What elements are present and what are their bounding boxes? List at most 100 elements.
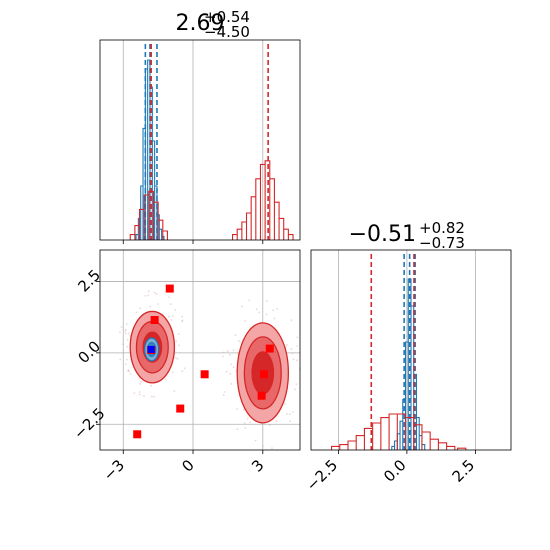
sample-point <box>171 371 174 374</box>
sample-point <box>226 350 229 353</box>
sample-point <box>295 383 298 386</box>
sample-point <box>244 320 246 322</box>
sample-point <box>175 340 178 343</box>
hist-bin <box>348 441 356 450</box>
sample-point <box>288 420 291 423</box>
hist-p0-title: 2.69 <box>176 11 225 36</box>
hist-p1-title-upper: +0.82 <box>419 219 465 237</box>
hist-p0-title-upper: +0.54 <box>204 8 250 26</box>
hist-bin <box>389 414 397 450</box>
sample-point <box>170 319 173 321</box>
sample-point <box>181 319 184 322</box>
sample-point <box>120 326 123 328</box>
sample-point <box>177 333 180 335</box>
sample-point <box>183 367 186 370</box>
sample-point <box>150 384 153 387</box>
hist-bin <box>242 222 247 240</box>
sample-point <box>288 413 291 416</box>
hist-bin <box>233 235 238 240</box>
hist-bin <box>130 235 135 240</box>
sample-point <box>236 408 238 410</box>
sample-point <box>167 315 170 318</box>
sample-point <box>143 395 145 397</box>
contour-xtick-label: 0 <box>178 456 197 475</box>
sample-point <box>291 410 294 413</box>
hist-p1-title-value: −0.51 <box>349 222 416 247</box>
contour-xtick-label: −3 <box>100 456 128 484</box>
sample-point <box>149 305 151 308</box>
marker-point <box>165 284 174 293</box>
hist-bin <box>397 414 405 450</box>
sample-point <box>221 355 224 358</box>
sample-point <box>121 343 124 346</box>
sample-point <box>168 296 171 299</box>
sample-point <box>124 328 127 331</box>
hist-p1-title-lower: −0.73 <box>419 234 465 252</box>
sample-point <box>230 363 233 366</box>
sample-point <box>225 370 228 373</box>
sample-point <box>181 315 184 318</box>
marker-point <box>150 316 159 324</box>
hist-bin <box>153 202 158 240</box>
hist-bin <box>140 209 145 240</box>
hist-bin <box>288 235 293 240</box>
hist-p1-xtick-label: 0.0 <box>380 456 410 486</box>
sample-point <box>275 420 278 423</box>
sample-point <box>119 358 122 361</box>
sample-point <box>265 300 268 302</box>
sample-point <box>273 317 276 320</box>
sample-point <box>262 445 264 448</box>
sample-point <box>286 344 288 346</box>
sample-point <box>147 294 150 297</box>
hist-p0-title-lower: −4.50 <box>204 23 250 41</box>
sample-point <box>243 422 246 425</box>
sample-point <box>150 395 153 398</box>
sample-point <box>290 348 293 350</box>
hist-bin <box>158 220 163 240</box>
hist-bin <box>340 445 348 450</box>
hist-bin <box>144 195 149 240</box>
sample-point <box>155 293 158 295</box>
sample-point <box>296 336 299 339</box>
hist-bin <box>274 202 279 240</box>
hist-bin <box>163 231 168 240</box>
sample-point <box>139 383 142 385</box>
marker-point <box>176 404 185 413</box>
sample-point <box>153 291 156 294</box>
sample-point <box>239 341 242 344</box>
hist-p0-title-value: 2.69 <box>176 11 225 36</box>
sample-point <box>242 408 245 411</box>
sample-point <box>223 391 226 393</box>
sample-point <box>125 323 128 325</box>
hist-bin <box>422 432 430 450</box>
sample-point <box>127 370 130 372</box>
sample-point <box>126 358 128 361</box>
marker-point <box>259 370 268 379</box>
sample-point <box>283 403 286 405</box>
hist-bin <box>430 439 438 450</box>
hist-bin <box>279 218 284 240</box>
sample-point <box>181 370 184 373</box>
sample-point <box>176 358 179 360</box>
sample-point <box>126 338 129 341</box>
sample-point <box>246 417 249 420</box>
sample-point <box>147 290 150 293</box>
hist-bin <box>135 226 140 240</box>
sample-point <box>291 352 294 355</box>
sample-point <box>234 334 237 337</box>
sample-point <box>138 391 141 394</box>
sample-point <box>229 353 231 356</box>
sample-point <box>139 307 142 310</box>
sample-point <box>138 377 141 380</box>
hist-bin <box>251 197 256 240</box>
sample-point <box>255 308 258 311</box>
sample-point <box>135 311 138 314</box>
sample-point <box>133 392 136 394</box>
hist-bin <box>284 229 289 240</box>
sample-point <box>276 308 279 310</box>
sample-point <box>164 378 167 381</box>
sample-point <box>230 382 233 385</box>
sample-point <box>249 421 252 424</box>
hist-p1-xtick-label: −2.5 <box>303 456 341 494</box>
sample-point <box>236 428 239 430</box>
